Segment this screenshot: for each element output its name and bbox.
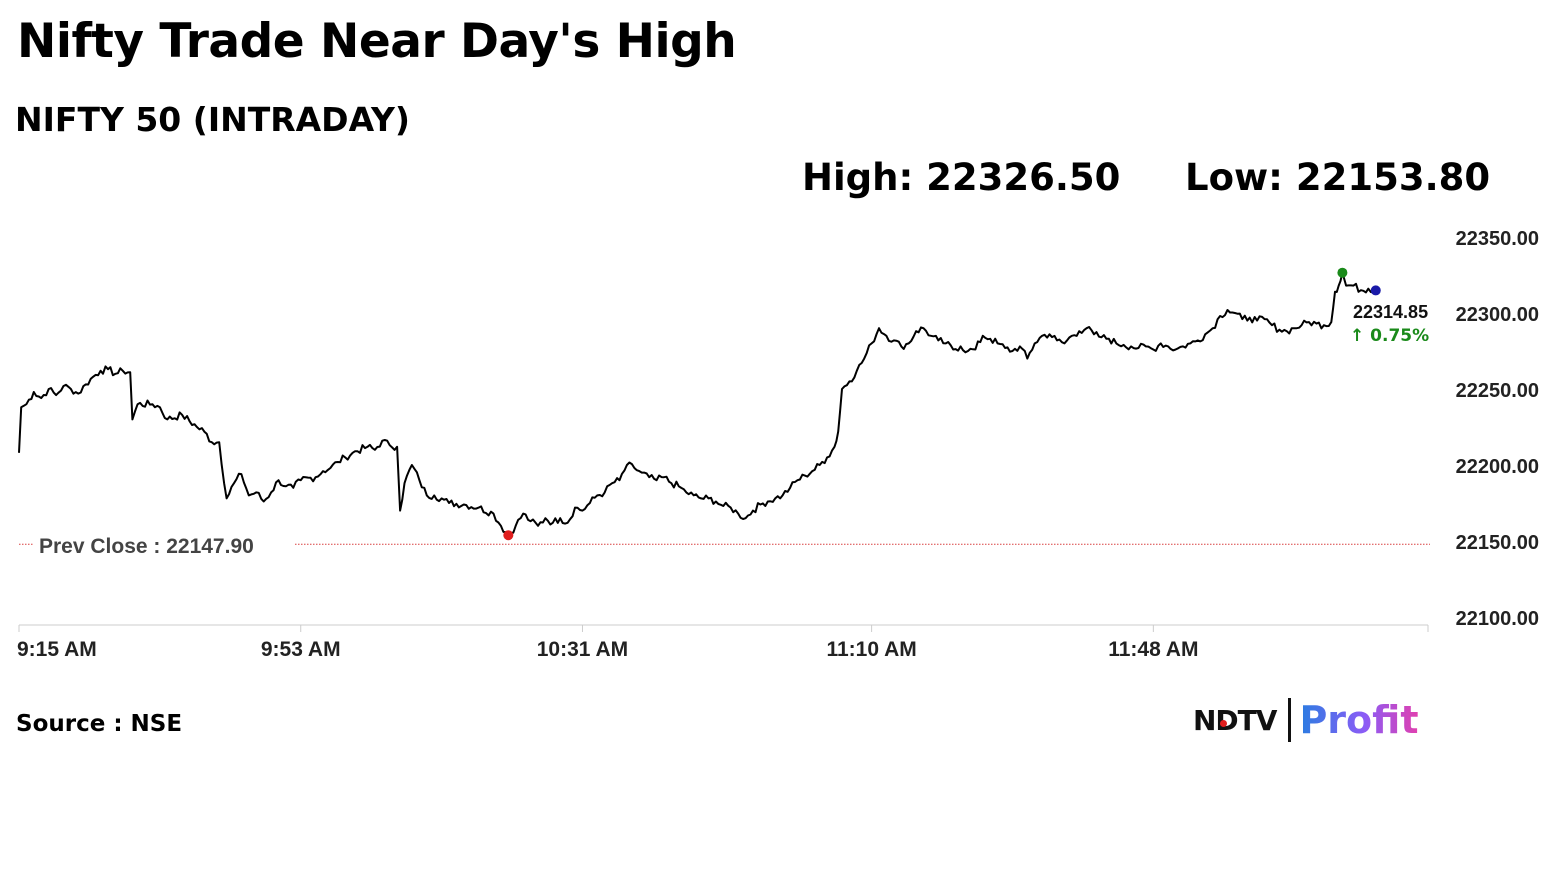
y-tick-label: 22300.00 [1456,304,1539,326]
price-series-line [18,271,1377,537]
marker-layer: 22314.85 ↑ 0.75% [503,267,1429,541]
page-title: Nifty Trade Near Day's High [17,14,737,69]
y-tick-label: 22350.00 [1456,228,1539,250]
last-price-label: 22314.85 [1353,302,1428,322]
day-low-marker [503,530,514,541]
y-tick-label: 22100.00 [1456,608,1539,630]
change-percent-label: ↑ 0.75% [1350,326,1429,346]
logo-profit-text: Profit [1299,698,1419,742]
chart-axes: 9:15 AM 9:53 AM 10:31 AM 11:10 AM 11:48 AM 22… [17,228,1539,661]
x-tick-label: 9:53 AM [261,638,341,661]
x-tick-label: 11:10 AM [826,638,916,661]
logo-red-dot [1220,719,1227,727]
chart-subtitle: NIFTY 50 (INTRADAY) [15,100,410,139]
intraday-chart: 9:15 AM 9:53 AM 10:31 AM 11:10 AM 11:48 AM 22… [17,228,1539,661]
x-tick-label: 11:48 AM [1108,638,1198,661]
ndtv-profit-logo: NDTV Profit [1193,697,1418,743]
day-low-stat: Low: 22153.80 [1185,156,1491,199]
last-price-marker [1370,285,1381,296]
prev-close-label: Prev Close : 22147.90 [39,535,254,558]
y-tick-label: 22250.00 [1456,380,1539,402]
logo-ndtv-text: NDTV [1193,703,1277,737]
y-tick-label: 22200.00 [1456,456,1539,478]
day-high-stat: High: 22326.50 [802,156,1121,199]
price-line-layer [18,271,1377,537]
day-high-marker [1337,267,1348,278]
source-note: Source : NSE [16,711,183,737]
x-tick-label: 9:15 AM [17,638,97,661]
logo-separator [1288,698,1292,742]
x-tick-label: 10:31 AM [537,638,628,661]
y-tick-label: 22150.00 [1456,532,1539,554]
prev-close-label-bg [33,528,295,557]
